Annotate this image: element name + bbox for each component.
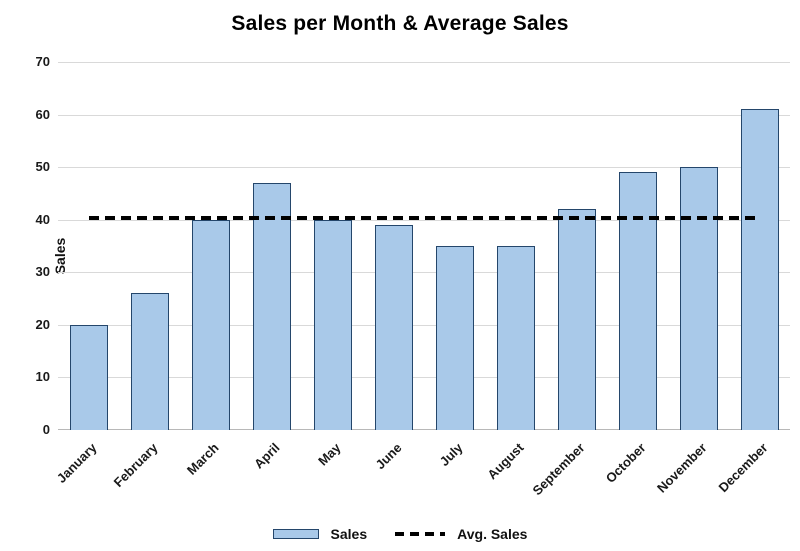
bar-june xyxy=(374,224,413,430)
bar-may xyxy=(313,219,352,430)
y-tick-60: 60 xyxy=(35,106,50,122)
legend-sales-label: Sales xyxy=(330,526,368,542)
gridline-y30 xyxy=(58,272,790,274)
chart-title: Sales per Month & Average Sales xyxy=(231,12,569,35)
bar-october xyxy=(618,172,657,430)
bar-november xyxy=(679,167,718,430)
y-tick-40: 40 xyxy=(35,211,50,227)
y-tick-70: 70 xyxy=(35,54,50,69)
gridline-y40 xyxy=(58,219,790,221)
bar-january xyxy=(69,324,108,430)
bar-september xyxy=(557,209,596,430)
y-tick-30: 30 xyxy=(35,264,50,280)
gridline-y50 xyxy=(58,167,790,169)
gridline-y60 xyxy=(58,114,790,116)
y-tick-10: 10 xyxy=(35,369,50,385)
bar-july xyxy=(435,246,474,430)
bar-february xyxy=(130,293,169,430)
y-axis-ticks: 0 10 20 30 40 50 60 70 xyxy=(0,54,50,437)
bar-august xyxy=(496,246,535,430)
gridline-y10 xyxy=(58,377,790,379)
legend-avg-label: Avg. Sales xyxy=(457,526,528,542)
bar-april xyxy=(252,182,291,430)
y-tick-50: 50 xyxy=(35,159,50,175)
bar-december xyxy=(740,109,779,430)
bar-march xyxy=(191,219,230,430)
plot-area xyxy=(58,62,790,430)
gridline-y70 xyxy=(58,62,790,63)
x-axis-labels: January February March April May June July Augu… xyxy=(53,434,790,514)
x-axis-line xyxy=(58,429,790,430)
legend-avg-line-swatch xyxy=(395,532,446,536)
y-tick-0: 0 xyxy=(42,422,50,437)
y-tick-20: 20 xyxy=(35,316,50,332)
legend: Sales Avg. Sales xyxy=(0,522,800,546)
legend-sales-swatch xyxy=(272,529,319,539)
gridline-y20 xyxy=(58,324,790,326)
avg-sales-line xyxy=(88,215,760,220)
